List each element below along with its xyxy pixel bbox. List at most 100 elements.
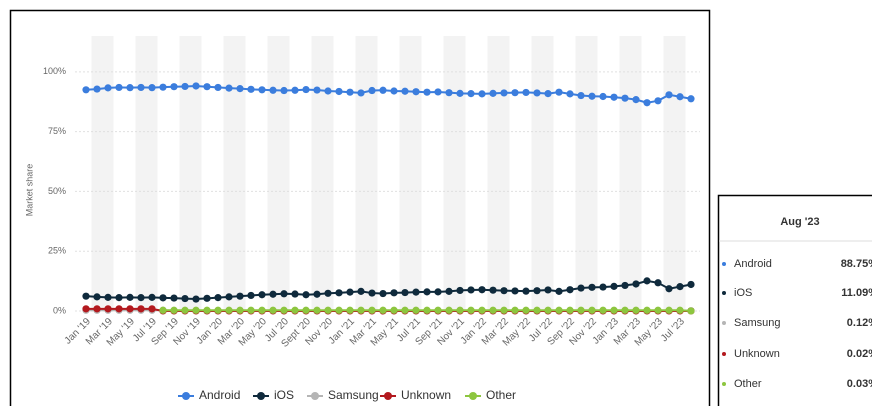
data-point <box>137 83 145 92</box>
data-point <box>478 286 486 294</box>
y-tick-label: 50% <box>48 186 66 196</box>
data-point <box>511 89 519 97</box>
data-point <box>676 283 684 291</box>
data-point <box>269 290 277 298</box>
tooltip-bullet <box>722 262 726 266</box>
data-point <box>423 306 431 314</box>
background-band <box>223 36 246 311</box>
tooltip-value: 11.09% <box>841 287 872 299</box>
data-point <box>434 88 442 96</box>
data-point <box>93 305 101 313</box>
y-tick-label: 25% <box>48 246 66 256</box>
data-point <box>225 84 233 92</box>
data-point <box>126 84 134 92</box>
data-point <box>654 97 662 105</box>
tooltip-box <box>717 194 872 406</box>
data-point <box>566 90 574 98</box>
data-point <box>610 282 618 290</box>
data-point <box>544 90 552 98</box>
data-point <box>115 83 123 92</box>
background-band <box>531 36 554 311</box>
data-point <box>192 306 200 314</box>
tooltip-name: Unknown <box>734 348 780 360</box>
background-band <box>575 36 598 311</box>
data-point <box>401 87 409 95</box>
data-point <box>599 306 607 314</box>
data-point <box>522 287 530 295</box>
data-point <box>269 306 277 314</box>
data-point <box>665 285 673 293</box>
data-point <box>511 287 519 295</box>
data-point <box>148 305 156 313</box>
data-point <box>599 283 607 291</box>
data-point <box>324 289 332 297</box>
tooltip-bullet <box>722 321 726 325</box>
data-point <box>236 292 244 300</box>
legend-label: Android <box>199 388 240 402</box>
data-point <box>511 306 519 314</box>
data-point <box>82 292 90 300</box>
data-point <box>247 85 255 93</box>
data-point <box>390 306 398 314</box>
data-point <box>577 91 585 100</box>
data-point <box>687 307 695 315</box>
legend-marker <box>311 392 319 400</box>
data-point <box>269 86 277 94</box>
data-point <box>390 87 398 95</box>
data-point <box>82 305 90 313</box>
background-band <box>135 36 158 311</box>
data-point <box>566 306 574 314</box>
data-point <box>159 294 167 302</box>
data-point <box>258 291 266 299</box>
data-point <box>489 286 497 294</box>
data-point <box>588 306 596 314</box>
data-point <box>500 287 508 295</box>
data-point <box>357 89 365 97</box>
data-point <box>368 306 376 314</box>
data-point <box>544 306 552 314</box>
data-point <box>181 294 189 303</box>
data-point <box>687 95 695 103</box>
data-point <box>159 306 167 314</box>
data-point <box>192 295 200 303</box>
data-point <box>335 289 343 297</box>
legend-marker <box>182 392 190 400</box>
data-point <box>335 87 343 96</box>
data-point <box>313 290 321 298</box>
tooltip-name: iOS <box>734 287 752 299</box>
data-point <box>379 86 387 94</box>
legend-label: Other <box>486 388 516 402</box>
background-band <box>355 36 378 311</box>
data-point <box>115 305 123 313</box>
data-point <box>555 88 563 96</box>
data-point <box>687 280 695 289</box>
background-band <box>179 36 202 311</box>
data-point <box>467 286 475 294</box>
y-axis-label: Market share <box>24 164 34 217</box>
tooltip-name: Android <box>734 258 772 270</box>
data-point <box>434 306 442 314</box>
data-point <box>346 88 354 96</box>
data-point <box>390 289 398 297</box>
data-point <box>434 288 442 296</box>
data-point <box>478 306 486 314</box>
background-band <box>267 36 290 311</box>
background-band <box>487 36 510 311</box>
data-point <box>357 306 365 314</box>
data-point <box>302 306 310 314</box>
data-point <box>577 306 585 314</box>
data-point <box>137 294 145 302</box>
data-point <box>379 289 387 298</box>
tooltip-name: Other <box>734 378 762 390</box>
y-tick-label: 0% <box>53 305 66 315</box>
data-point <box>225 293 233 301</box>
data-point <box>621 306 629 314</box>
data-point <box>192 82 200 90</box>
data-point <box>643 277 651 285</box>
legend-marker <box>384 392 392 400</box>
data-point <box>93 293 101 301</box>
data-point <box>203 294 211 302</box>
data-point <box>445 89 453 97</box>
tooltip-value: 88.75% <box>841 258 872 270</box>
